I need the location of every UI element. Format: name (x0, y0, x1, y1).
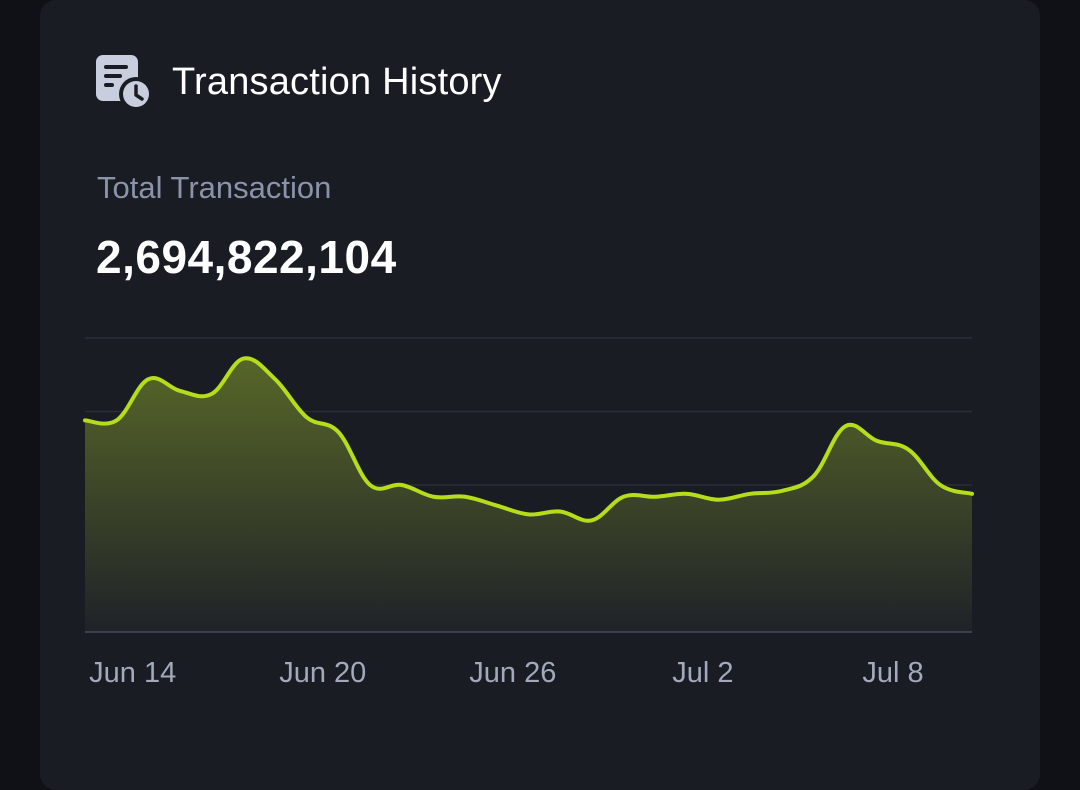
total-transaction-value: 2,694,822,104 (96, 231, 397, 283)
document-clock-icon (96, 55, 153, 111)
series-line (83, 356, 974, 523)
card-title: Transaction History (172, 60, 502, 103)
area-fill (85, 358, 972, 632)
transaction-area-chart: Jun 14 Jun 20 Jun 26 Jul 2 Jul 8 (83, 337, 974, 689)
card-header: Transaction History (96, 52, 502, 112)
x-tick-label: Jul 8 (862, 657, 923, 689)
total-transaction-label: Total Transaction (97, 170, 332, 205)
x-tick-label: Jul 2 (672, 657, 733, 689)
x-tick-label: Jun 20 (279, 657, 366, 689)
x-tick-label: Jun 14 (89, 657, 176, 689)
x-tick-label: Jun 26 (469, 657, 556, 689)
